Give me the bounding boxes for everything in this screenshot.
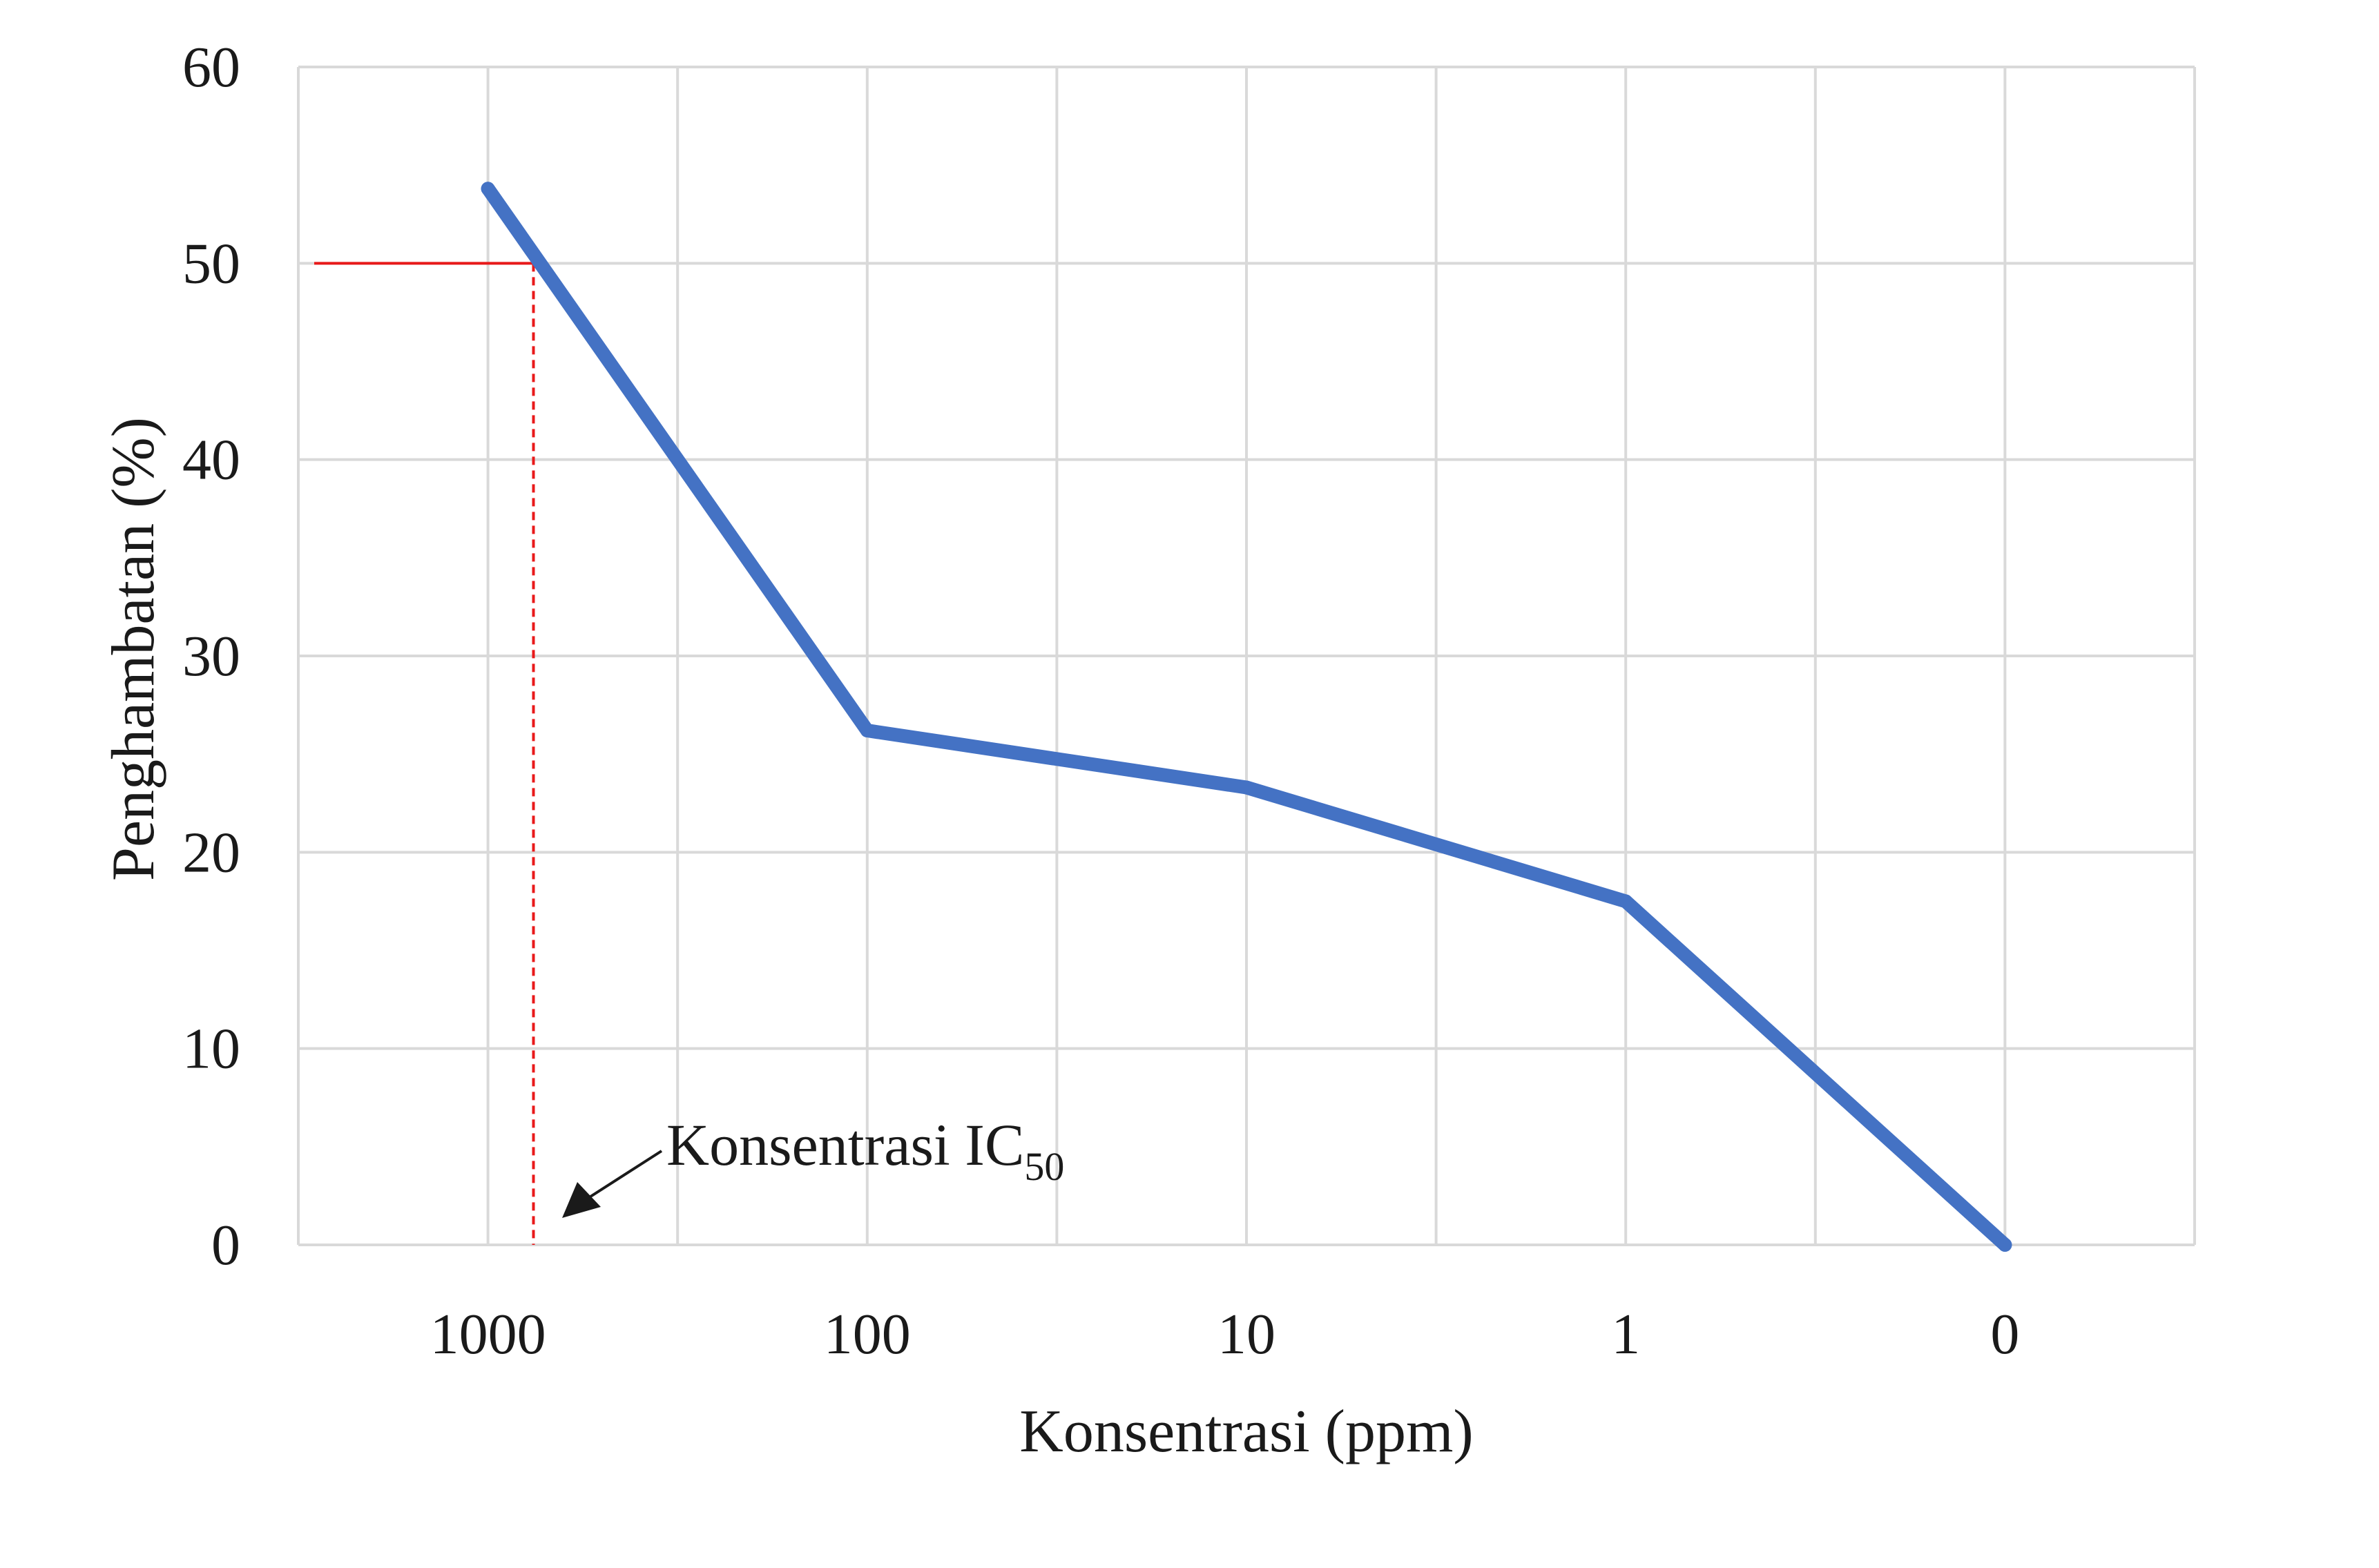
x-tick-label: 1000 [430, 1302, 546, 1366]
data-point [860, 724, 874, 738]
x-tick-label: 10 [1217, 1302, 1275, 1366]
annotation-arrow-line [587, 1150, 663, 1199]
y-tick-label: 30 [182, 624, 240, 688]
y-axis-title: Penghambatan (%) [100, 417, 167, 881]
annotation-main-text: Konsentrasi IC [666, 1112, 1024, 1178]
y-tick-labels: 0 10 20 30 40 50 60 [182, 35, 240, 1277]
x-tick-label: 100 [824, 1302, 911, 1366]
y-tick-label: 40 [182, 428, 240, 492]
y-tick-label: 10 [182, 1017, 240, 1081]
annotation-arrow-head [562, 1182, 601, 1218]
series-group [481, 182, 2012, 1252]
data-point [1240, 780, 1253, 795]
y-tick-label: 60 [182, 35, 240, 99]
annotation-subscript: 50 [1024, 1144, 1064, 1189]
y-tick-label: 50 [182, 231, 240, 296]
horizontal-gridlines [298, 66, 2195, 1246]
data-point [481, 182, 495, 196]
x-tick-label: 0 [1990, 1302, 2019, 1366]
x-tick-label: 1 [1611, 1302, 1640, 1366]
y-tick-label: 20 [182, 820, 240, 884]
y-tick-label: 0 [211, 1213, 240, 1277]
annotation-text: Konsentrasi IC50 [666, 1112, 1064, 1189]
ic50-annotation: Konsentrasi IC50 [562, 1112, 1064, 1218]
ic50-marker-lines [314, 262, 535, 1245]
x-tick-labels: 1000 100 10 1 0 [430, 1302, 2020, 1366]
data-point [1619, 894, 1633, 909]
x-axis-title: Konsentrasi (ppm) [1019, 1398, 1473, 1465]
data-point [1998, 1238, 2012, 1252]
